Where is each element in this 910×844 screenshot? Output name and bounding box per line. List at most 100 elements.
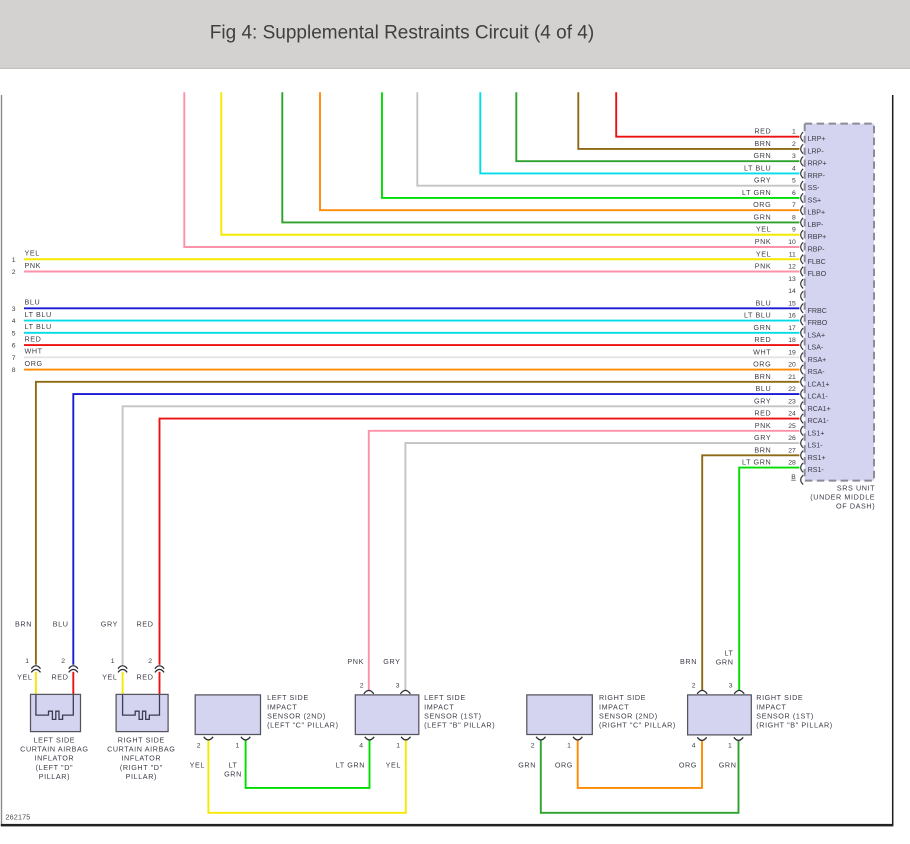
svg-text:21: 21: [788, 374, 796, 381]
svg-text:7: 7: [792, 202, 796, 209]
svg-text:5: 5: [12, 330, 16, 337]
svg-text:FLBO: FLBO: [808, 270, 827, 278]
svg-text:2: 2: [197, 743, 201, 750]
svg-text:GRY: GRY: [754, 433, 771, 442]
svg-text:RSA+: RSA+: [808, 356, 827, 364]
svg-text:17: 17: [788, 325, 796, 332]
svg-text:4: 4: [692, 743, 696, 750]
svg-text:9: 9: [792, 227, 796, 234]
svg-text:LRP+: LRP+: [808, 135, 826, 143]
svg-text:SENSOR (1ST): SENSOR (1ST): [424, 711, 482, 720]
svg-text:BLU: BLU: [756, 298, 772, 307]
svg-text:IMPACT: IMPACT: [424, 702, 454, 711]
svg-text:RCA1+: RCA1+: [808, 405, 831, 413]
svg-text:B: B: [791, 474, 796, 481]
svg-text:PNK: PNK: [25, 261, 42, 270]
svg-text:LCA1+: LCA1+: [808, 380, 830, 388]
svg-text:WHT: WHT: [25, 347, 43, 356]
svg-text:BRN: BRN: [680, 657, 697, 666]
svg-text:(UNDER MIDDLE: (UNDER MIDDLE: [810, 492, 875, 501]
svg-text:LRP-: LRP-: [808, 147, 825, 155]
svg-text:27: 27: [788, 447, 796, 454]
svg-text:LSA-: LSA-: [808, 344, 824, 352]
svg-text:ORG: ORG: [753, 200, 771, 209]
svg-text:LEFT SIDE: LEFT SIDE: [34, 735, 76, 744]
svg-text:SENSOR (2ND): SENSOR (2ND): [599, 711, 658, 720]
svg-text:24: 24: [788, 411, 796, 418]
svg-text:BRN: BRN: [754, 445, 771, 454]
svg-text:OF DASH): OF DASH): [836, 501, 875, 510]
svg-text:LT GRN: LT GRN: [742, 188, 771, 197]
svg-text:28: 28: [788, 460, 796, 467]
svg-text:IMPACT: IMPACT: [267, 702, 297, 711]
svg-text:LBP+: LBP+: [808, 209, 826, 217]
svg-text:RRP+: RRP+: [808, 160, 827, 168]
svg-text:FRBO: FRBO: [808, 319, 828, 327]
svg-text:YEL: YEL: [102, 673, 117, 682]
svg-text:1: 1: [12, 257, 16, 264]
svg-text:3: 3: [729, 683, 733, 690]
svg-text:LBP-: LBP-: [808, 221, 824, 229]
svg-text:ORG: ORG: [555, 760, 573, 769]
svg-text:INFLATOR: INFLATOR: [35, 754, 75, 763]
svg-text:1: 1: [728, 743, 732, 750]
svg-text:SRS UNIT: SRS UNIT: [837, 483, 875, 492]
svg-text:PNK: PNK: [347, 657, 364, 666]
svg-text:6: 6: [12, 343, 16, 350]
svg-text:11: 11: [789, 251, 796, 258]
svg-text:4: 4: [12, 318, 16, 325]
svg-text:(RIGHT "B" PILLAR): (RIGHT "B" PILLAR): [756, 721, 832, 730]
svg-text:2: 2: [692, 683, 696, 690]
svg-text:LT BLU: LT BLU: [744, 163, 771, 172]
svg-text:2: 2: [61, 658, 65, 665]
svg-text:RCA1-: RCA1-: [808, 417, 830, 425]
svg-text:LT: LT: [724, 649, 733, 658]
svg-text:(LEFT "B" PILLAR): (LEFT "B" PILLAR): [424, 721, 495, 730]
svg-text:BLU: BLU: [756, 384, 772, 393]
svg-text:3: 3: [396, 683, 400, 690]
svg-text:RRP-: RRP-: [808, 172, 826, 180]
svg-text:LT BLU: LT BLU: [25, 322, 52, 331]
svg-text:2: 2: [531, 743, 535, 750]
svg-text:GRY: GRY: [754, 176, 771, 185]
svg-text:PILLAR): PILLAR): [39, 772, 70, 781]
svg-text:LEFT SIDE: LEFT SIDE: [267, 693, 309, 702]
svg-text:5: 5: [792, 178, 796, 185]
svg-text:YEL: YEL: [17, 673, 32, 682]
svg-text:262175: 262175: [6, 812, 31, 821]
svg-text:GRY: GRY: [101, 620, 118, 629]
svg-text:Fig 4: Supplemental Restraints: Fig 4: Supplemental Restraints Circuit (…: [210, 22, 594, 43]
svg-text:RBP-: RBP-: [808, 245, 826, 253]
svg-text:RBP+: RBP+: [808, 233, 827, 241]
svg-text:BLU: BLU: [25, 298, 41, 307]
svg-text:BLU: BLU: [53, 620, 69, 629]
svg-text:1: 1: [396, 743, 400, 750]
svg-text:RIGHT SIDE: RIGHT SIDE: [756, 693, 803, 702]
svg-text:PNK: PNK: [755, 237, 772, 246]
svg-text:2: 2: [792, 141, 796, 148]
svg-text:RIGHT SIDE: RIGHT SIDE: [118, 735, 165, 744]
svg-text:SENSOR (1ST): SENSOR (1ST): [756, 711, 814, 720]
svg-text:26: 26: [788, 435, 796, 442]
svg-text:PNK: PNK: [755, 262, 772, 271]
svg-text:LT GRN: LT GRN: [336, 760, 365, 769]
svg-text:6: 6: [792, 190, 796, 197]
svg-text:YEL: YEL: [386, 760, 401, 769]
svg-text:RED: RED: [754, 335, 771, 344]
svg-text:ORG: ORG: [679, 760, 697, 769]
svg-text:RSA-: RSA-: [808, 368, 826, 376]
svg-text:BRN: BRN: [754, 372, 771, 381]
svg-text:25: 25: [788, 423, 796, 430]
svg-text:LT GRN: LT GRN: [742, 458, 771, 467]
svg-text:RED: RED: [754, 127, 771, 136]
svg-text:YEL: YEL: [756, 249, 771, 258]
svg-text:GRN: GRN: [716, 658, 734, 667]
svg-text:(LEFT "D": (LEFT "D": [36, 763, 74, 772]
svg-text:3: 3: [792, 153, 796, 160]
svg-text:14: 14: [788, 288, 796, 295]
svg-text:2: 2: [360, 683, 364, 690]
svg-text:CURTAIN AIRBAG: CURTAIN AIRBAG: [107, 744, 175, 753]
svg-text:LS1+: LS1+: [808, 429, 825, 437]
svg-text:RED: RED: [25, 334, 42, 343]
svg-text:16: 16: [788, 313, 796, 320]
